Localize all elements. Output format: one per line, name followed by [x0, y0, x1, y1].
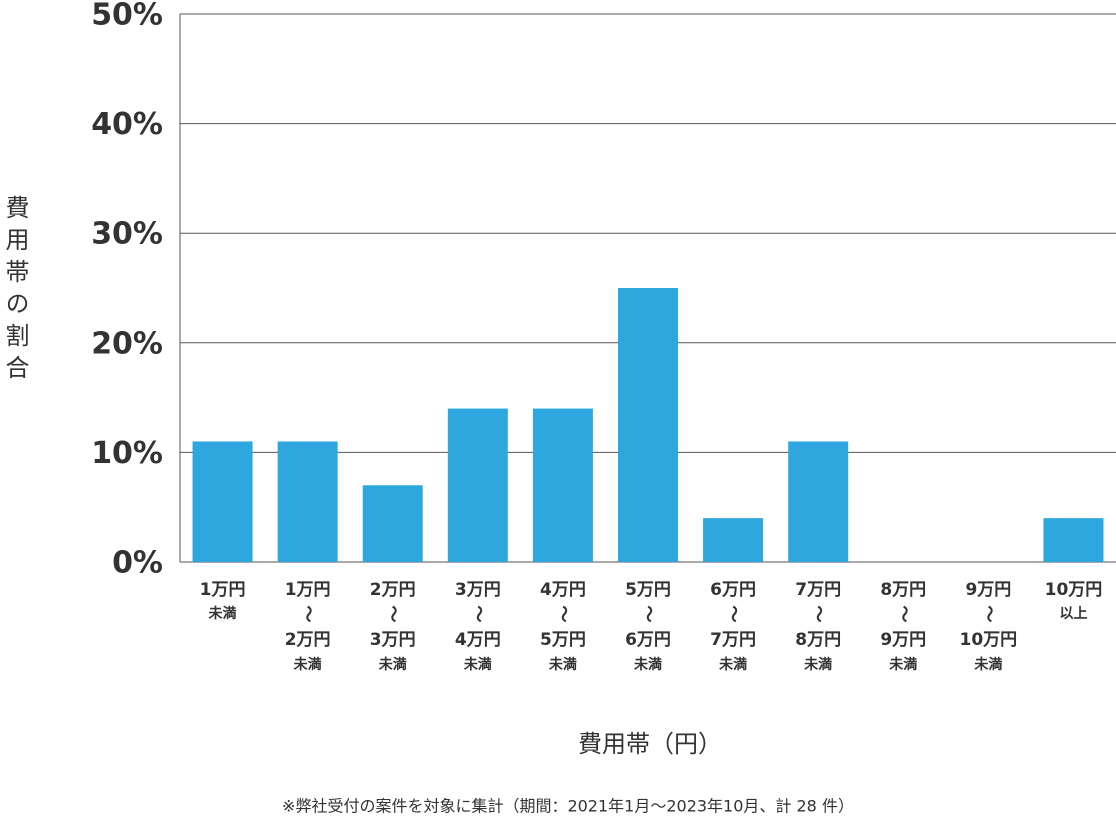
bar: [447, 408, 508, 562]
x-tick-label: 2万円: [285, 630, 331, 650]
x-tick-label: 未満: [549, 656, 577, 673]
x-tick-label: ～: [383, 606, 403, 623]
x-tick-label: 10万円: [960, 630, 1018, 650]
x-tick-label: 4万円: [540, 580, 586, 600]
x-tick-label: 2万円: [370, 580, 416, 600]
y-tick-label: 30%: [91, 217, 163, 252]
x-tick-label: 6万円: [625, 630, 671, 650]
x-tick-label: 未満: [209, 605, 237, 622]
x-tick-label: ～: [723, 606, 743, 623]
x-tick-label: ～: [553, 606, 573, 623]
x-tick-label: ～: [468, 606, 488, 623]
y-tick-label: 20%: [91, 326, 163, 361]
x-axis-title: 費用帯（円）: [578, 730, 722, 758]
x-tick-label: 5万円: [625, 580, 671, 600]
bar: [192, 441, 253, 562]
y-tick-label: 0%: [112, 546, 163, 581]
footnote: ※弊社受付の案件を対象に集計（期間：2021年1月～2023年10月、計 28 …: [282, 797, 854, 816]
x-tick-label: 5万円: [540, 630, 586, 650]
bar: [618, 288, 678, 562]
x-tick-label: 未満: [804, 656, 832, 673]
x-tick-label: 未満: [379, 656, 407, 673]
x-tick-label: 8万円: [880, 580, 926, 600]
x-tick-label: 8万円: [795, 630, 841, 650]
y-tick-label: 50%: [91, 0, 163, 33]
bar: [277, 441, 338, 562]
x-tick-label: ～: [638, 606, 658, 623]
x-tick-label: 9万円: [965, 580, 1011, 600]
x-tick-label: 未満: [974, 656, 1002, 673]
x-tick-label: ～: [978, 606, 998, 623]
bar: [788, 441, 849, 562]
y-axis-title: 費用帯の割合: [1, 195, 29, 387]
x-tick-label: 1万円: [285, 580, 331, 600]
y-tick-label: 10%: [91, 436, 163, 471]
x-tick-label: ～: [893, 606, 913, 623]
x-tick-label: 未満: [634, 656, 662, 673]
x-tick-label: ～: [808, 606, 828, 623]
x-tick-label: 以上: [1059, 606, 1087, 622]
x-tick-label: ～: [298, 606, 318, 623]
x-tick-label: 7万円: [795, 580, 841, 600]
y-tick-label: 40%: [91, 107, 163, 142]
x-tick-label: 未満: [294, 656, 322, 673]
x-tick-label: 4万円: [455, 630, 501, 650]
x-tick-label: 3万円: [370, 630, 416, 650]
x-tick-label: 3万円: [455, 580, 501, 600]
x-tick-label: 6万円: [710, 580, 756, 600]
x-tick-label: 10万円: [1045, 580, 1103, 600]
bar: [703, 518, 764, 562]
x-tick-label: 未満: [464, 656, 492, 673]
x-tick-label: 1万円: [200, 580, 246, 600]
x-tick-label: 9万円: [880, 630, 926, 650]
bar: [532, 408, 593, 562]
x-tick-label: 7万円: [710, 630, 756, 650]
x-tick-label: 未満: [719, 656, 747, 673]
bar: [1043, 518, 1104, 562]
bar: [362, 485, 423, 562]
x-tick-label: 未満: [889, 656, 917, 673]
